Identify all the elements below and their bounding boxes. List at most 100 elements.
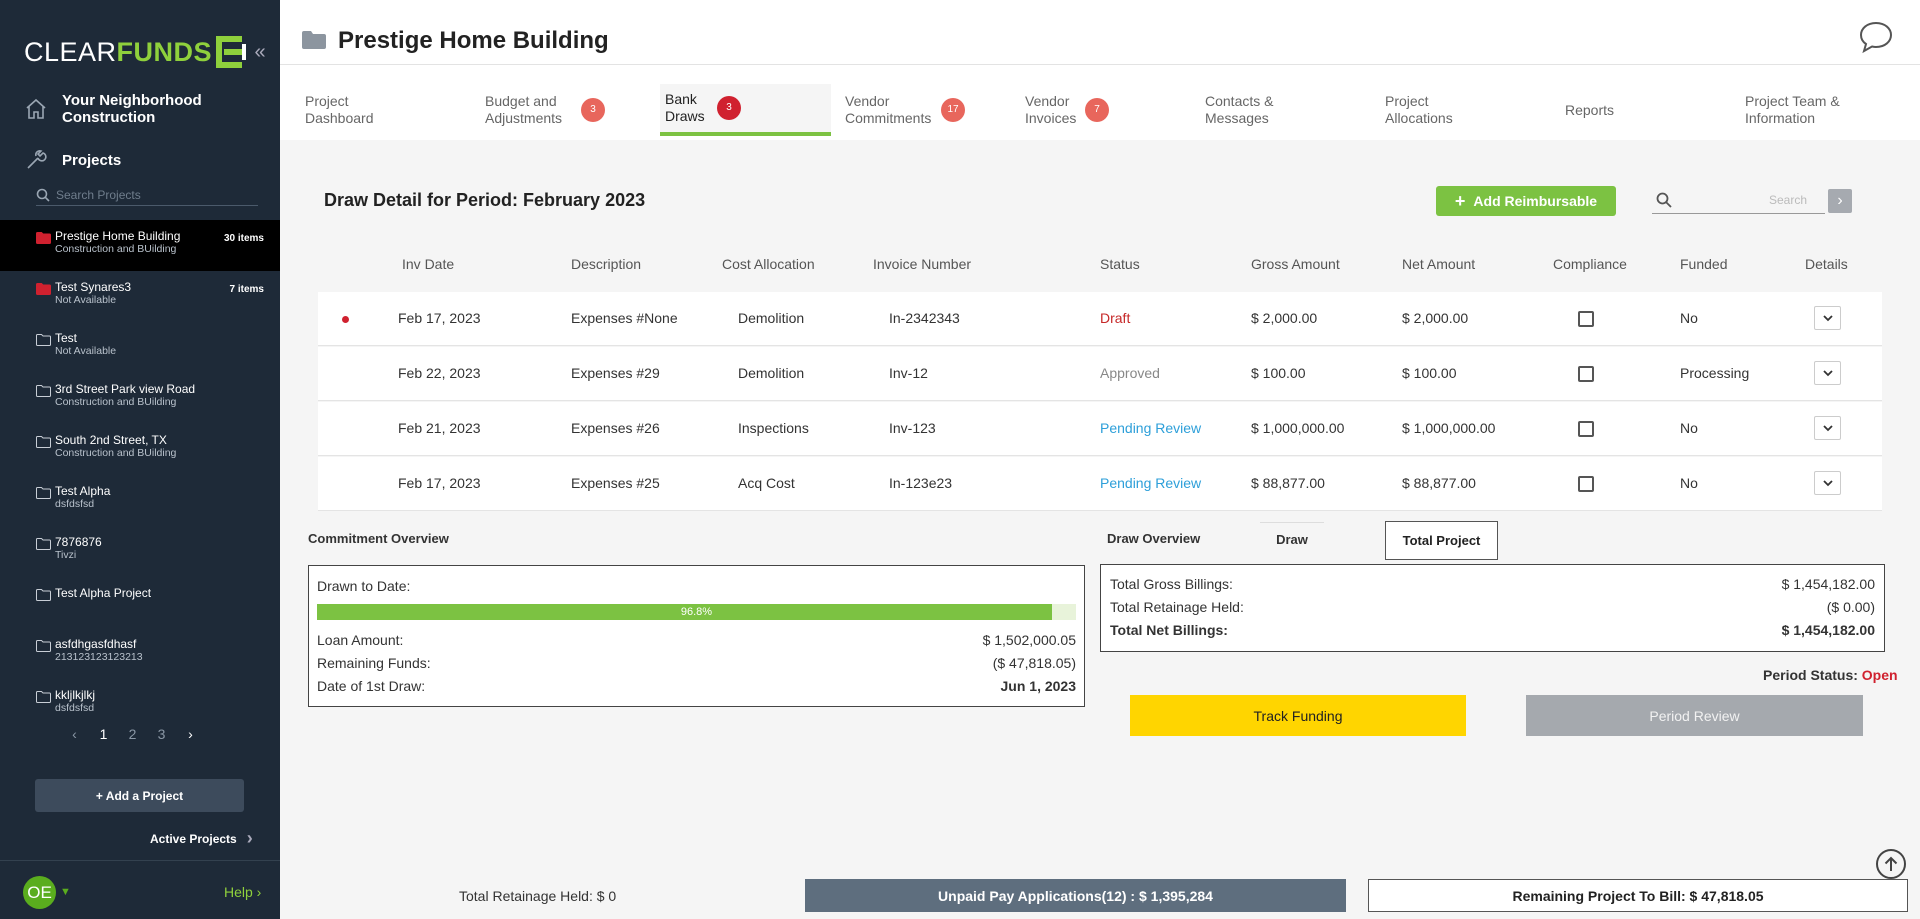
next-page-icon[interactable]: › xyxy=(188,726,193,742)
project-list-item[interactable]: Test Not Available xyxy=(0,322,280,373)
add-project-button[interactable]: + Add a Project xyxy=(35,779,244,812)
tab-vendor-commitments[interactable]: Vendor Commitments 17 xyxy=(840,84,965,136)
cell-funded: Processing xyxy=(1680,365,1750,381)
table-row[interactable]: Feb 22, 2023 Expenses #29 Demolition Inv… xyxy=(318,347,1882,401)
avatar-caret-icon[interactable]: ▼ xyxy=(60,886,71,898)
col-inv-date[interactable]: Inv Date xyxy=(402,256,455,272)
project-list-item[interactable]: asfdhgasfdhasf 213123123123213 xyxy=(0,628,280,679)
unpaid-pay-applications-button[interactable]: Unpaid Pay Applications(12) : $ 1,395,28… xyxy=(805,879,1346,912)
details-dropdown-button[interactable] xyxy=(1814,416,1841,440)
col-invoice-number[interactable]: Invoice Number xyxy=(873,256,972,272)
page-1[interactable]: 1 xyxy=(99,726,108,742)
tab-project-dashboard[interactable]: Project Dashboard xyxy=(300,84,405,136)
cell-funded: No xyxy=(1680,420,1698,436)
search-projects-input[interactable] xyxy=(56,187,246,202)
table-row[interactable]: Feb 17, 2023 Expenses #25 Acq Cost In-12… xyxy=(318,457,1882,511)
help-label: Help xyxy=(224,884,253,900)
col-details[interactable]: Details xyxy=(1805,256,1848,272)
project-list-item[interactable]: Test Alpha dsfdsfsd xyxy=(0,475,280,526)
details-dropdown-button[interactable] xyxy=(1814,306,1841,330)
col-funded[interactable]: Funded xyxy=(1680,256,1728,272)
item-count: 7 items xyxy=(229,284,264,295)
project-list-item[interactable]: Test Synares3 Not Available 7 items xyxy=(0,271,280,322)
project-name: Prestige Home Building xyxy=(55,229,181,243)
col-net-amount[interactable]: Net Amount xyxy=(1402,256,1476,272)
tab-budget-adjustments[interactable]: Budget and Adjustments 3 xyxy=(480,84,605,136)
cell-funded: No xyxy=(1680,310,1698,326)
project-list-item[interactable]: Test Alpha Project xyxy=(0,577,280,628)
project-list-item[interactable]: 7876876 Tivzi xyxy=(0,526,280,577)
project-list-item[interactable]: 3rd Street Park view Road Construction an… xyxy=(0,373,280,424)
table-row[interactable]: Feb 17, 2023 Expenses #None Demolition I… xyxy=(318,292,1882,346)
help-link[interactable]: Help › xyxy=(224,884,262,900)
cell-cost-allocation: Demolition xyxy=(738,310,805,326)
col-gross-amount[interactable]: Gross Amount xyxy=(1251,256,1340,272)
project-type: dsfdsfsd xyxy=(55,498,95,510)
cell-net-amount: $ 1,000,000.00 xyxy=(1402,420,1496,436)
collapse-sidebar-icon[interactable]: « xyxy=(254,41,266,63)
tab-reports[interactable]: Reports xyxy=(1560,84,1665,136)
clearfunds-logo[interactable]: CLEAR FUNDS xyxy=(24,32,248,72)
project-list-item[interactable]: South 2nd Street, TX Construction and BUi… xyxy=(0,424,280,475)
track-funding-button[interactable]: Track Funding xyxy=(1130,695,1466,736)
active-projects-link[interactable]: Active Projects › xyxy=(150,828,253,849)
col-description[interactable]: Description xyxy=(571,256,642,272)
tab-contacts-messages[interactable]: Contacts & Messages xyxy=(1200,84,1305,136)
details-dropdown-button[interactable] xyxy=(1814,361,1841,385)
table-search xyxy=(1652,187,1825,214)
add-reimbursable-button[interactable]: + Add Reimbursable xyxy=(1436,186,1616,216)
period-review-button[interactable]: Period Review xyxy=(1526,695,1863,736)
col-status[interactable]: Status xyxy=(1100,256,1140,272)
cell-cost-allocation: Demolition xyxy=(738,365,805,381)
tab-total-project[interactable]: Total Project xyxy=(1385,521,1498,560)
tab-project-team[interactable]: Project Team & Information xyxy=(1740,84,1855,136)
tab-bank-draws[interactable]: Bank Draws 3 xyxy=(660,84,831,136)
details-dropdown-button[interactable] xyxy=(1814,471,1841,495)
avatar[interactable]: OE xyxy=(23,876,56,909)
tab-label: Project Allocations xyxy=(1385,93,1453,126)
col-compliance[interactable]: Compliance xyxy=(1553,256,1627,272)
cell-status[interactable]: Pending Review xyxy=(1100,420,1202,436)
cell-inv-date: Feb 22, 2023 xyxy=(398,365,481,381)
net-billings-value: $ 1,454,182.00 xyxy=(1781,622,1875,638)
table-search-input[interactable] xyxy=(1672,193,1807,207)
retainage-held-label: Total Retainage Held: xyxy=(1110,599,1244,615)
tab-label: Reports xyxy=(1565,101,1615,118)
add-reimbursable-label: Add Reimbursable xyxy=(1473,193,1598,209)
folder-icon xyxy=(36,640,51,652)
content-area xyxy=(280,140,1920,919)
compliance-checkbox[interactable] xyxy=(1578,421,1594,437)
page-3[interactable]: 3 xyxy=(157,726,166,742)
cell-status[interactable]: Pending Review xyxy=(1100,475,1202,491)
folder-icon xyxy=(36,487,51,499)
col-cost-allocation[interactable]: Cost Allocation xyxy=(722,256,815,272)
loan-amount-value: $ 1,502,000.05 xyxy=(982,632,1076,648)
drawn-to-date-label: Drawn to Date: xyxy=(317,578,411,594)
compliance-checkbox[interactable] xyxy=(1578,366,1594,382)
project-search xyxy=(36,184,258,206)
compliance-checkbox[interactable] xyxy=(1578,476,1594,492)
chevron-right-icon: › xyxy=(246,828,253,848)
cell-net-amount: $ 2,000.00 xyxy=(1402,310,1469,326)
scroll-to-top-button[interactable] xyxy=(1876,849,1906,879)
project-list: Prestige Home Building Construction and B… xyxy=(0,220,280,730)
tab-draw[interactable]: Draw xyxy=(1260,522,1324,556)
sidebar-divider xyxy=(0,860,280,861)
cell-inv-date: Feb 17, 2023 xyxy=(398,310,481,326)
table-row[interactable]: Feb 21, 2023 Expenses #26 Inspections In… xyxy=(318,402,1882,456)
sidebar-projects[interactable]: Projects xyxy=(24,148,121,172)
project-list-item[interactable]: Prestige Home Building Construction and B… xyxy=(0,220,280,271)
tab-vendor-invoices[interactable]: Vendor Invoices 7 xyxy=(1020,84,1109,136)
compliance-checkbox[interactable] xyxy=(1578,311,1594,327)
sidebar-company[interactable]: Your Neighborhood Construction xyxy=(24,92,212,126)
chat-icon[interactable] xyxy=(1858,20,1894,54)
project-list-item[interactable]: kkljlkjlkj dsfdsfsd xyxy=(0,679,280,730)
project-tabs: Project Dashboard Budget and Adjustments… xyxy=(280,84,1920,140)
plus-icon: + xyxy=(1454,190,1466,211)
page-2[interactable]: 2 xyxy=(128,726,137,742)
tools-icon xyxy=(27,150,47,169)
prev-page-icon[interactable]: ‹ xyxy=(72,726,77,742)
tab-project-allocations[interactable]: Project Allocations xyxy=(1380,84,1485,136)
remaining-to-bill-button[interactable]: Remaining Project To Bill: $ 47,818.05 xyxy=(1368,879,1908,912)
search-submit-button[interactable]: › xyxy=(1828,189,1852,213)
